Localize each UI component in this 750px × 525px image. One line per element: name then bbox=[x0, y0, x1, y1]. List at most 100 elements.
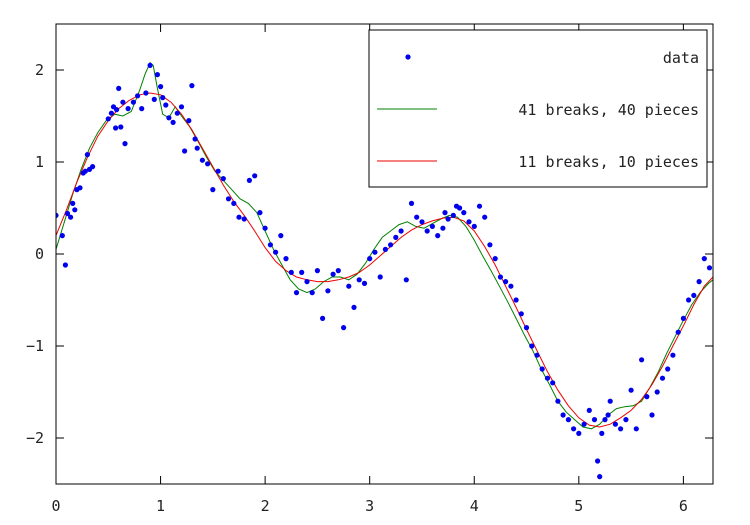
data-point bbox=[670, 352, 676, 358]
data-point bbox=[293, 290, 300, 296]
data-point bbox=[523, 325, 530, 331]
data-point bbox=[304, 279, 310, 285]
data-point bbox=[576, 430, 582, 436]
data-point bbox=[84, 152, 90, 158]
y-tick-label: 1 bbox=[35, 153, 44, 171]
data-point bbox=[154, 72, 160, 78]
data-point bbox=[686, 297, 692, 303]
data-point bbox=[633, 426, 639, 432]
data-point bbox=[166, 115, 172, 121]
data-point bbox=[435, 233, 441, 239]
data-point bbox=[125, 106, 131, 112]
data-point bbox=[288, 269, 294, 275]
legend-label-41: 41 breaks, 40 pieces bbox=[518, 101, 699, 119]
data-point bbox=[320, 315, 326, 321]
data-point bbox=[388, 242, 394, 248]
data-point bbox=[424, 228, 430, 234]
data-point bbox=[330, 271, 336, 277]
data-point bbox=[194, 145, 200, 151]
data-point bbox=[62, 262, 68, 268]
data-point bbox=[231, 200, 237, 206]
data-point bbox=[414, 214, 420, 220]
data-point bbox=[654, 389, 660, 395]
data-point bbox=[351, 304, 357, 310]
data-point bbox=[560, 412, 566, 418]
data-point bbox=[487, 242, 493, 248]
data-point bbox=[118, 124, 124, 130]
data-point bbox=[68, 214, 74, 220]
data-points bbox=[56, 62, 713, 480]
data-point bbox=[419, 219, 425, 225]
data-point bbox=[236, 214, 242, 220]
data-point bbox=[508, 283, 514, 289]
data-point bbox=[618, 426, 624, 432]
data-point bbox=[278, 233, 284, 239]
data-point bbox=[72, 207, 78, 213]
data-point bbox=[377, 274, 383, 280]
data-point bbox=[170, 119, 176, 125]
data-point bbox=[544, 375, 551, 381]
data-point bbox=[341, 325, 347, 331]
data-point bbox=[529, 343, 535, 349]
data-point bbox=[599, 430, 605, 436]
data-point bbox=[273, 249, 279, 255]
data-point bbox=[262, 225, 268, 231]
data-point bbox=[241, 216, 247, 222]
x-tick-label: 0 bbox=[51, 497, 60, 515]
data-point bbox=[628, 387, 634, 393]
data-point bbox=[461, 210, 467, 216]
data-point bbox=[539, 366, 545, 372]
x-tick-label: 1 bbox=[156, 497, 165, 515]
data-point bbox=[482, 214, 488, 220]
data-point bbox=[189, 83, 195, 89]
legend-marker-data bbox=[405, 54, 411, 60]
data-point bbox=[174, 110, 180, 116]
data-point bbox=[393, 234, 399, 240]
data-point bbox=[565, 417, 572, 423]
data-point bbox=[457, 205, 463, 211]
data-point bbox=[220, 176, 226, 182]
data-point bbox=[597, 474, 603, 480]
data-point bbox=[612, 421, 619, 427]
data-point bbox=[70, 200, 76, 206]
data-point bbox=[403, 277, 409, 283]
data-point bbox=[225, 196, 232, 202]
data-point bbox=[513, 297, 519, 303]
data-point bbox=[665, 366, 671, 372]
data-point bbox=[450, 212, 456, 218]
data-point bbox=[586, 407, 592, 413]
data-point bbox=[59, 233, 65, 239]
data-point bbox=[257, 210, 263, 216]
data-point bbox=[192, 136, 198, 142]
data-point bbox=[283, 256, 289, 262]
data-point bbox=[367, 256, 373, 262]
plot-frame bbox=[55, 23, 714, 485]
data-point bbox=[361, 280, 368, 286]
y-tick-label: −2 bbox=[26, 429, 44, 447]
data-point bbox=[64, 210, 71, 217]
data-point bbox=[82, 168, 88, 174]
data-point bbox=[346, 283, 352, 289]
data-point bbox=[158, 84, 164, 90]
data-point bbox=[518, 311, 524, 317]
data-point bbox=[408, 200, 415, 206]
x-tick-label: 3 bbox=[365, 497, 374, 515]
legend: data 41 breaks, 40 pieces 11 breaks, 10 … bbox=[368, 29, 708, 188]
data-point bbox=[471, 223, 477, 229]
data-point bbox=[309, 290, 315, 296]
data-point bbox=[445, 216, 451, 222]
data-point bbox=[595, 458, 601, 464]
data-point bbox=[186, 118, 192, 124]
data-point bbox=[56, 212, 59, 218]
data-point bbox=[706, 265, 713, 271]
data-point bbox=[476, 203, 483, 209]
data-point bbox=[605, 412, 611, 418]
data-point bbox=[77, 185, 83, 191]
data-point bbox=[116, 85, 122, 91]
data-point bbox=[163, 102, 169, 108]
data-point bbox=[602, 417, 608, 423]
data-point bbox=[591, 417, 598, 423]
data-point bbox=[492, 256, 498, 262]
data-point bbox=[382, 246, 388, 252]
